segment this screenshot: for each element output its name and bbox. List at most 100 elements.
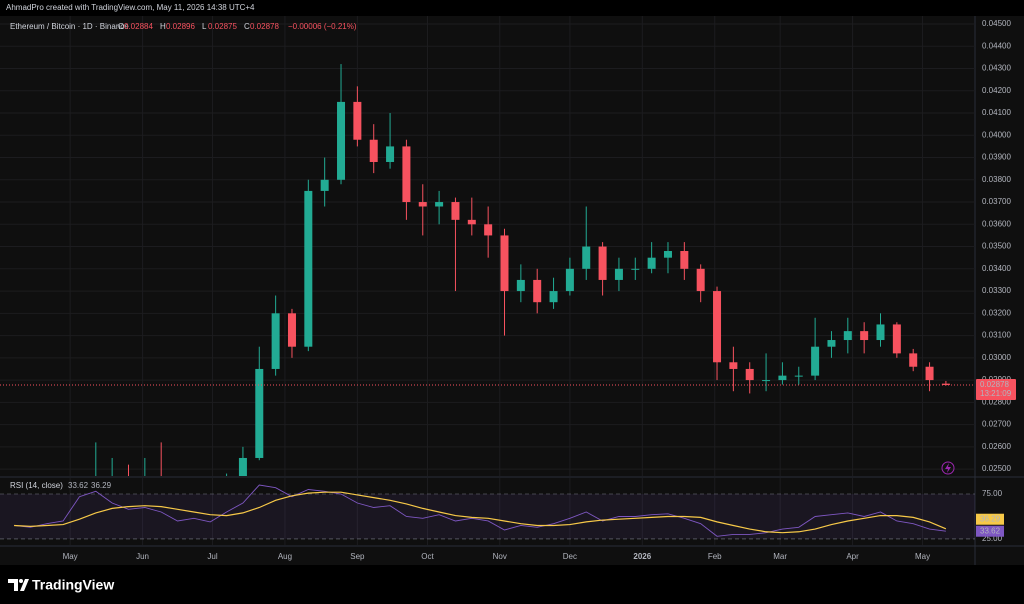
ohlc-key: H <box>160 22 166 31</box>
rsi-value-badge <box>976 525 1004 537</box>
candle-body <box>925 366 934 381</box>
x-tick-label: Aug <box>278 552 292 561</box>
rsi-pane <box>0 484 975 540</box>
candle-body <box>843 331 852 341</box>
candle-body <box>696 268 705 292</box>
alert-icon[interactable] <box>941 461 955 475</box>
ohlc-value: 0.02884 <box>124 22 153 31</box>
y-tick-label: 0.02800 <box>982 397 1011 406</box>
y-tick-label: 0.03100 <box>982 331 1011 340</box>
y-tick-label: 0.03900 <box>982 153 1011 162</box>
ohlc-key: O <box>118 22 124 31</box>
candle-body <box>287 313 296 347</box>
candle-body <box>713 291 722 363</box>
x-tick-label: May <box>915 552 930 561</box>
y-tick-label: 0.04200 <box>982 86 1011 95</box>
header: AhmadPro created with TradingView.com, M… <box>6 3 255 12</box>
candle-body <box>271 313 280 369</box>
x-tick-label: Sep <box>350 552 365 561</box>
candle-body <box>827 340 836 347</box>
x-tick-label: Nov <box>493 552 507 561</box>
ohlc-key: L <box>202 22 207 31</box>
brand-name: TradingView <box>32 577 114 593</box>
chart-area <box>0 16 1024 565</box>
x-tick-label: Mar <box>773 552 787 561</box>
candle-body <box>729 362 738 369</box>
rsi-title: RSI (14, close) <box>10 481 63 490</box>
x-tick-label: Apr <box>846 552 859 561</box>
y-tick-label: 0.03000 <box>982 353 1011 362</box>
candle-body <box>238 457 247 476</box>
change-value: −0.00006 (−0.21%) <box>288 22 357 31</box>
candle-body <box>304 190 313 347</box>
y-tick-label: 0.03300 <box>982 286 1011 295</box>
y-tick-label: 0.03400 <box>982 264 1011 273</box>
y-tick-label: 0.02700 <box>982 420 1011 429</box>
candle-body <box>631 268 640 270</box>
candle-body <box>794 375 803 377</box>
countdown-label: 13:21:09 <box>980 389 1012 398</box>
candle-body <box>876 324 885 341</box>
candle-body <box>320 179 329 191</box>
rsi-legend-value: 36.29 <box>91 481 112 490</box>
candle-body <box>418 202 427 207</box>
brand-logo: TradingView <box>8 577 114 593</box>
x-tick-label: May <box>63 552 78 561</box>
ohlc-value: 0.02878 <box>250 22 279 31</box>
candle-body <box>582 246 591 269</box>
x-tick-label: Jun <box>136 552 149 561</box>
candle-body <box>909 353 918 367</box>
y-tick-label: 0.03500 <box>982 242 1011 251</box>
x-tick-label: Oct <box>421 552 434 561</box>
y-tick-label: 0.04400 <box>982 41 1011 50</box>
candle-body <box>549 291 558 303</box>
candle-body <box>435 202 444 207</box>
candle-body <box>745 368 754 381</box>
candle-body <box>369 139 378 162</box>
rsi-tick-label: 75.00 <box>982 489 1003 498</box>
candle-body <box>941 383 950 385</box>
y-tick-label: 0.03200 <box>982 308 1011 317</box>
rsi-line <box>14 484 946 537</box>
logo-slash <box>20 579 29 591</box>
ohlc-value: 0.02875 <box>208 22 237 31</box>
candle-body <box>516 279 525 292</box>
candle-body <box>663 251 672 258</box>
candle-body <box>614 268 623 280</box>
candle-body <box>386 146 395 162</box>
candle-body <box>778 375 787 381</box>
legend: Ethereum / Bitcoin · 1D · Binance RSI (1… <box>10 22 357 490</box>
x-tick-label: Jul <box>207 552 217 561</box>
candle-body <box>467 219 476 225</box>
y-tick-label: 0.04100 <box>982 108 1011 117</box>
y-tick-label: 0.04500 <box>982 19 1011 28</box>
x-tick-label: Dec <box>563 552 577 561</box>
ohlc-value: 0.02896 <box>166 22 195 31</box>
y-tick-label: 0.03600 <box>982 219 1011 228</box>
rsi-tick-label: 25.00 <box>982 534 1003 543</box>
last-price-box <box>976 378 1016 400</box>
ohlc-key: C <box>244 22 250 31</box>
y-tick-label: 0.04300 <box>982 64 1011 73</box>
logo-mark <box>8 579 18 591</box>
main-pane <box>0 64 975 476</box>
candle-body <box>451 202 460 220</box>
y-tick-label: 0.02600 <box>982 442 1011 451</box>
logo-dot <box>19 579 23 583</box>
rsi-value-badge <box>976 513 1004 525</box>
candle-body <box>892 324 901 354</box>
candle-body <box>500 235 509 292</box>
y-tick-label: 0.03800 <box>982 175 1011 184</box>
rsi-value-label: 33.62 <box>980 526 1001 535</box>
rsi-legend-value: 33.62 <box>68 481 89 490</box>
x-tick-label: Feb <box>708 552 722 561</box>
candle-body <box>811 346 820 376</box>
alert-bolt <box>945 463 951 473</box>
y-tick-label: 0.04000 <box>982 130 1011 139</box>
candle-body <box>598 246 607 280</box>
y-tick-label: 0.03700 <box>982 197 1011 206</box>
candle-body <box>680 251 689 269</box>
rsi-band <box>0 494 975 539</box>
last-price-label: 0.02878 <box>980 380 1009 389</box>
